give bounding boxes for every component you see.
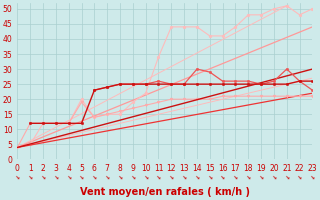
Text: →: →: [104, 173, 111, 180]
Text: →: →: [270, 173, 277, 180]
Text: →: →: [116, 173, 124, 180]
Text: →: →: [78, 173, 85, 180]
Text: →: →: [155, 173, 162, 180]
Text: →: →: [181, 173, 188, 180]
Text: →: →: [283, 173, 290, 180]
Text: →: →: [91, 173, 98, 180]
Text: →: →: [129, 173, 136, 180]
Text: →: →: [219, 173, 226, 180]
Text: →: →: [194, 173, 200, 180]
Text: →: →: [296, 173, 303, 180]
Text: →: →: [309, 173, 316, 180]
Text: →: →: [258, 173, 265, 180]
Text: →: →: [142, 173, 149, 180]
Text: →: →: [65, 173, 72, 180]
Text: →: →: [14, 173, 21, 180]
Text: →: →: [40, 173, 46, 180]
Text: →: →: [245, 173, 252, 180]
Text: →: →: [206, 173, 213, 180]
Text: →: →: [27, 173, 34, 180]
X-axis label: Vent moyen/en rafales ( km/h ): Vent moyen/en rafales ( km/h ): [80, 187, 250, 197]
Text: →: →: [168, 173, 175, 180]
Text: →: →: [232, 173, 239, 180]
Text: →: →: [52, 173, 59, 180]
